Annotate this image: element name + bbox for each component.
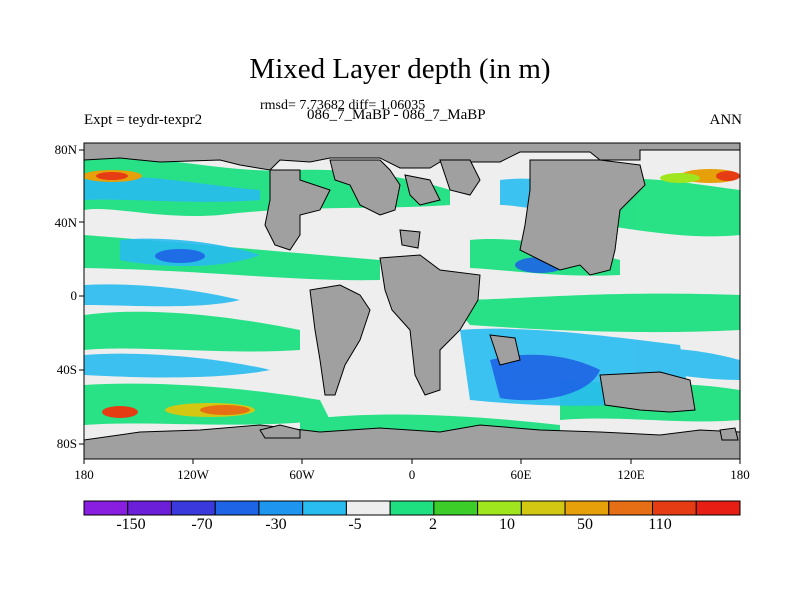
experiments-line: 086_7_MaBP - 086_7_MaBP [307, 107, 486, 123]
colorbar-box [433, 500, 479, 516]
plot-title: Mixed Layer depth (in m) [249, 53, 551, 85]
colorbar-label: -150 [116, 516, 146, 533]
y-tick-label: 80S [56, 436, 77, 451]
colorbar [83, 500, 741, 516]
colorbar-label: -5 [348, 516, 362, 533]
warm-field [84, 169, 740, 418]
colorbar-label: 10 [499, 516, 515, 533]
season-label: ANN [709, 112, 743, 128]
colorbar-box [520, 500, 566, 516]
colorbar-box [652, 500, 697, 516]
tick-marks [79, 149, 741, 464]
colorbar-label: 2 [429, 516, 437, 533]
colorbar-box [695, 500, 741, 516]
x-tick-label: 180 [730, 467, 750, 482]
colorbar-label: -30 [265, 516, 287, 533]
colorbar-box [302, 500, 347, 516]
y-tick-label: 80N [54, 142, 77, 157]
blue-field [155, 249, 600, 401]
colorbar-box [258, 500, 304, 516]
x-tick-label: 120W [177, 467, 209, 482]
x-tick-label: 0 [408, 467, 416, 482]
x-tick-label: 60E [510, 467, 532, 482]
colorbar-box [214, 500, 260, 516]
colorbar-box [83, 500, 129, 516]
colorbar-label: -70 [191, 516, 213, 533]
land [84, 143, 740, 459]
y-tick-label: 40N [54, 215, 77, 230]
colorbar-box [127, 500, 172, 516]
colorbar-label: 50 [577, 516, 593, 533]
stats-line: rmsd= 7.73682 diff= 1.06035 [260, 98, 426, 113]
experiment-label: Expt = teydr-texpr2 [84, 112, 203, 128]
y-tick-label: 40S [56, 362, 77, 377]
y-tick-label: 0 [70, 288, 78, 303]
x-tick-label: 60W [289, 467, 315, 482]
colorbar-box [170, 500, 216, 516]
colorbar-box [477, 500, 522, 516]
colorbar-box [564, 500, 610, 516]
colorbar-box [389, 500, 435, 516]
x-tick-label: 120E [617, 467, 645, 482]
colorbar-box [608, 500, 654, 516]
colorbar-box [345, 500, 391, 516]
colorbar-label: 110 [648, 516, 672, 533]
x-tick-label: 180 [74, 467, 94, 482]
map-panel [84, 143, 740, 459]
